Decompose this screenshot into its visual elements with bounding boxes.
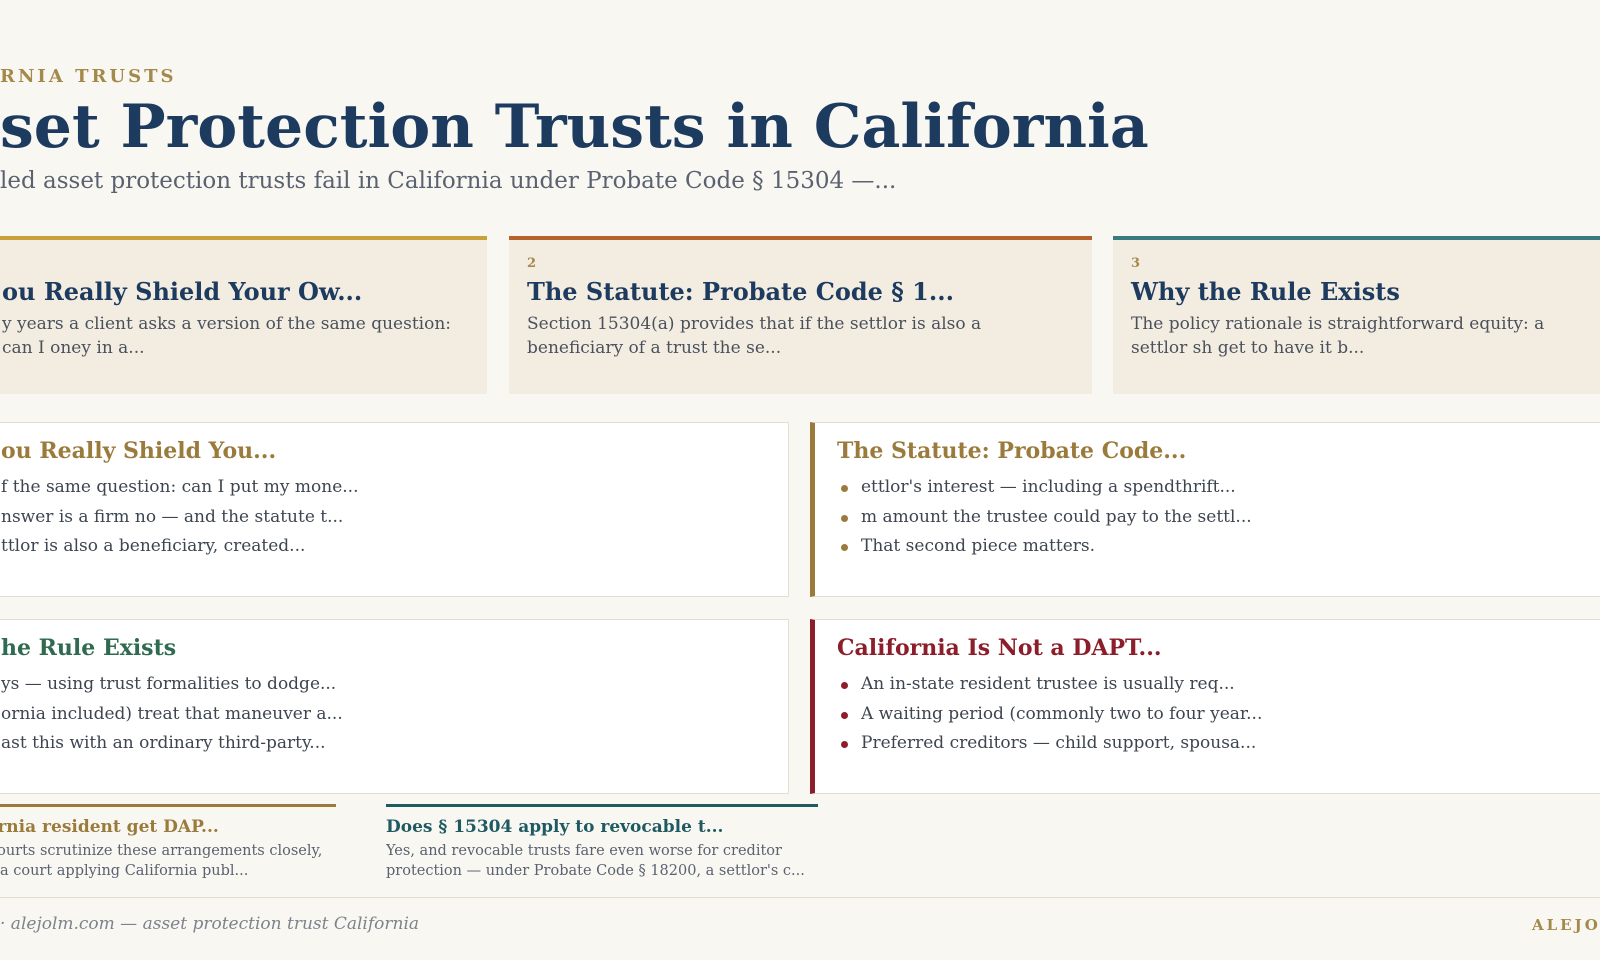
- footer-brand: ALEJO: [1532, 916, 1600, 934]
- panel-bullet: ettlor's interest — including a spendthr…: [837, 473, 1598, 503]
- card-title: The Statute: Probate Code § 1...: [527, 277, 954, 306]
- detail-panel-2: The Statute: Probate Code... ettlor's in…: [810, 422, 1600, 597]
- faq-answer: Courts scrutinize these arrangements clo…: [0, 843, 323, 879]
- panel-title: The Statute: Probate Code...: [837, 438, 1187, 464]
- faq-answer: Yes, and revocable trusts fare even wors…: [386, 843, 805, 879]
- panel-line: ys — using trust formalities to dodge...: [1, 674, 337, 694]
- footer-source: · alejolm.com — asset protection trust C…: [0, 914, 420, 934]
- card-text: Section 15304(a) provides that if the se…: [527, 314, 982, 358]
- panel-bullet: Preferred creditors — child support, spo…: [837, 729, 1598, 759]
- faq-item-1: ornia resident get DAP... Courts scrutin…: [0, 804, 336, 881]
- card-number: 2: [527, 256, 537, 271]
- summary-card-2: 2 The Statute: Probate Code § 1... Secti…: [509, 236, 1092, 394]
- panel-line: f the same question: can I put my mone..…: [1, 477, 359, 497]
- card-title: Why the Rule Exists: [1131, 277, 1400, 306]
- faq-question: Does § 15304 apply to revocable t...: [386, 817, 724, 837]
- panel-bullet-list: An in-state resident trustee is usually …: [837, 670, 1598, 759]
- panel-bullet-list: ettlor's interest — including a spendthr…: [837, 473, 1598, 562]
- panel-line: ornia included) treat that maneuver a...: [1, 703, 343, 724]
- panel-bullet: That second piece matters.: [837, 532, 1598, 562]
- footer-divider: [0, 897, 1600, 898]
- card-text: The policy rationale is straightforward …: [1131, 314, 1545, 358]
- panel-line: nswer is a firm no — and the statute t..…: [1, 506, 344, 527]
- detail-panel-1: ou Really Shield You... f the same quest…: [0, 422, 789, 597]
- eyebrow-label: RNIA TRUSTS: [0, 66, 177, 87]
- panel-lines: f the same question: can I put my mone..…: [1, 473, 766, 562]
- card-text: y years a client asks a version of the s…: [2, 314, 452, 358]
- panel-bullet: An in-state resident trustee is usually …: [837, 670, 1598, 700]
- detail-panel-4: California Is Not a DAPT... An in-state …: [810, 619, 1600, 794]
- summary-card-1: ou Really Shield Your Ow... y years a cl…: [0, 236, 487, 394]
- card-number: [2, 256, 469, 272]
- page-subtitle: led asset protection trusts fail in Cali…: [0, 168, 897, 194]
- card-number: 3: [1131, 256, 1141, 271]
- panel-line: ttlor is also a beneficiary, created...: [1, 536, 306, 556]
- panel-title: ou Really Shield You...: [1, 438, 277, 464]
- detail-panel-3: he Rule Exists ys — using trust formalit…: [0, 619, 789, 794]
- panel-bullet: A waiting period (commonly two to four y…: [837, 700, 1598, 730]
- panel-title: California Is Not a DAPT...: [837, 635, 1162, 661]
- page-title: set Protection Trusts in California: [0, 92, 1149, 162]
- panel-lines: ys — using trust formalities to dodge...…: [1, 670, 766, 759]
- panel-bullet: m amount the trustee could pay to the se…: [837, 503, 1598, 533]
- panel-line: ast this with an ordinary third-party...: [1, 733, 326, 753]
- summary-card-3: 3 Why the Rule Exists The policy rationa…: [1113, 236, 1600, 394]
- faq-item-2: Does § 15304 apply to revocable t... Yes…: [386, 804, 818, 881]
- panel-title: he Rule Exists: [1, 635, 177, 661]
- card-title: ou Really Shield Your Ow...: [2, 277, 363, 306]
- faq-question: ornia resident get DAP...: [0, 817, 219, 837]
